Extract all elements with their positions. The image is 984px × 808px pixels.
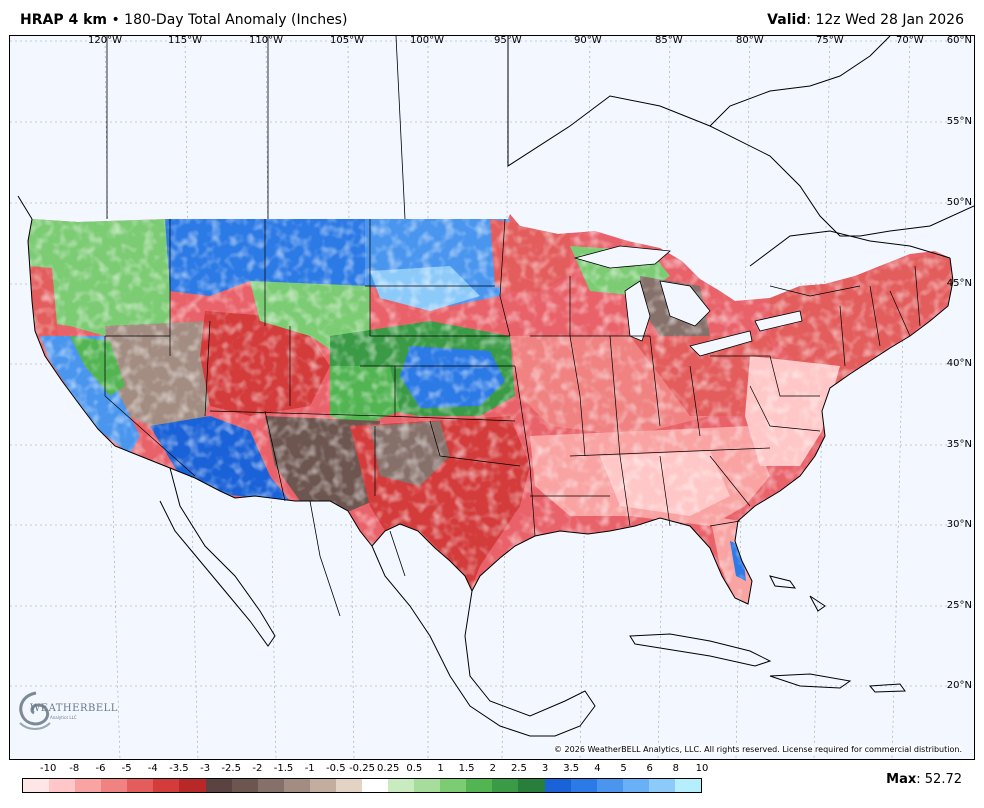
lon-label-90w: 90°W (574, 35, 602, 46)
lon-label-80w: 80°W (736, 35, 764, 46)
legend-label: 6 (646, 763, 653, 774)
header: HRAP 4 km • 180-Day Total Anomaly (Inche… (0, 0, 984, 34)
lon-label-105w: 105°W (330, 35, 364, 46)
lat-label-50n: 50°N (946, 197, 972, 208)
lon-label-115w: 115°W (168, 35, 202, 46)
legend-swatch (596, 779, 623, 792)
legend-swatch (648, 779, 675, 792)
legend-label: 2 (489, 763, 496, 774)
swirl-icon (19, 691, 51, 730)
legend-label: -8 (69, 763, 80, 774)
legend-label: 10 (695, 763, 709, 774)
legend-label: 1.5 (458, 763, 475, 774)
lat-label-20n: 20°N (946, 680, 972, 691)
legend-swatch (205, 779, 232, 792)
lat-label-55n: 55°N (946, 116, 972, 127)
coastlines (17, 36, 974, 737)
legend-swatch (466, 779, 493, 792)
valid-time: Valid: 12z Wed 28 Jan 2026 (767, 12, 964, 28)
valid-label: Valid (767, 12, 807, 28)
anomaly-field (28, 214, 953, 604)
legend-label: -1.5 (273, 763, 294, 774)
lon-label-75w: 75°W (816, 35, 844, 46)
legend-label: -10 (40, 763, 57, 774)
legend-swatch (388, 779, 415, 792)
legend-colorbar (22, 778, 702, 793)
legend-label: -1 (304, 763, 315, 774)
legend-label: 3 (541, 763, 549, 774)
legend-label: 0.25 (377, 763, 400, 774)
state-boundaries (104, 218, 921, 537)
legend-swatch (257, 779, 284, 792)
logo-subtext: Analytics LLC (50, 715, 77, 720)
max-label: Max (886, 772, 917, 787)
legend-labels: -10 -8 -6 -5 -4 -3.5 -3 -2.5 -2 -1.5 -1 -0.5 -0.25 0.… (22, 763, 708, 777)
max-number: : 52.72 (916, 772, 962, 787)
map-canvas (10, 36, 974, 759)
legend-swatch (362, 779, 389, 792)
legend-label: -6 (95, 763, 106, 774)
legend-swatch (622, 779, 649, 792)
title-separator: • (111, 12, 120, 28)
legend-label: -2.5 (221, 763, 241, 774)
legend-label: 4 (594, 763, 601, 774)
legend-label: -3 (200, 763, 211, 774)
lon-label-95w: 95°W (494, 35, 522, 46)
legend-label: 5 (620, 763, 627, 774)
legend-label: 8 (672, 763, 679, 774)
legend-label: -3.5 (169, 763, 189, 774)
max-value: Max: 52.72 (886, 772, 962, 787)
map-title: HRAP 4 km • 180-Day Total Anomaly (Inche… (20, 12, 347, 28)
province-boundaries (106, 36, 406, 617)
lon-label-85w: 85°W (655, 35, 683, 46)
legend-label: -5 (121, 763, 132, 774)
lat-label-45n: 45°N (946, 278, 972, 289)
legend-label: 3.5 (563, 763, 580, 774)
legend-label: -2 (252, 763, 263, 774)
lat-label-35n: 35°N (946, 439, 972, 450)
legend-label: 2.5 (510, 763, 527, 774)
valid-time-value: : 12z Wed 28 Jan 2026 (806, 12, 964, 28)
legend-swatch (101, 779, 128, 792)
legend-swatch (309, 779, 336, 792)
legend-swatch (127, 779, 154, 792)
lat-label-30n: 30°N (946, 519, 972, 530)
color-legend: -10 -8 -6 -5 -4 -3.5 -3 -2.5 -2 -1.5 -1 -0.5 -0.25 0.… (22, 763, 708, 797)
logo-text: WEATHERBELL (30, 703, 118, 714)
legend-swatch (544, 779, 571, 792)
legend-swatch (674, 779, 702, 792)
legend-label: 1 (437, 763, 444, 774)
legend-swatch (179, 779, 206, 792)
legend-swatch (570, 779, 597, 792)
legend-swatch (231, 779, 258, 792)
legend-swatch (75, 779, 102, 792)
legend-swatch (492, 779, 519, 792)
legend-swatch (23, 779, 50, 792)
legend-label: -0.25 (349, 763, 375, 774)
legend-swatch (49, 779, 76, 792)
legend-label: -0.5 (326, 763, 346, 774)
legend-label: 0.5 (406, 763, 423, 774)
model-name: HRAP 4 km (20, 12, 107, 28)
lat-label-40n: 40°N (946, 358, 972, 369)
legend-swatch (283, 779, 310, 792)
legend-swatch (518, 779, 545, 792)
legend-swatch (153, 779, 180, 792)
legend-swatch (335, 779, 363, 792)
lat-label-25n: 25°N (946, 600, 972, 611)
weatherbell-logo: WEATHERBELL Analytics LLC (14, 689, 117, 737)
great-lakes (573, 245, 803, 357)
legend-label: -4 (147, 763, 158, 774)
product-name: 180-Day Total Anomaly (Inches) (124, 12, 348, 28)
lon-label-110w: 110°W (249, 35, 283, 46)
lon-label-100w: 100°W (410, 35, 444, 46)
legend-swatch (414, 779, 441, 792)
lat-label-60n: 60°N (946, 35, 972, 46)
lon-label-120w: 120°W (88, 35, 122, 46)
legend-swatch (440, 779, 467, 792)
copyright-notice: © 2026 WeatherBELL Analytics, LLC. All r… (554, 745, 962, 754)
map-panel[interactable]: 120°W 115°W 110°W 105°W 100°W 95°W 90°W … (9, 35, 975, 760)
lon-label-70w: 70°W (896, 35, 924, 46)
